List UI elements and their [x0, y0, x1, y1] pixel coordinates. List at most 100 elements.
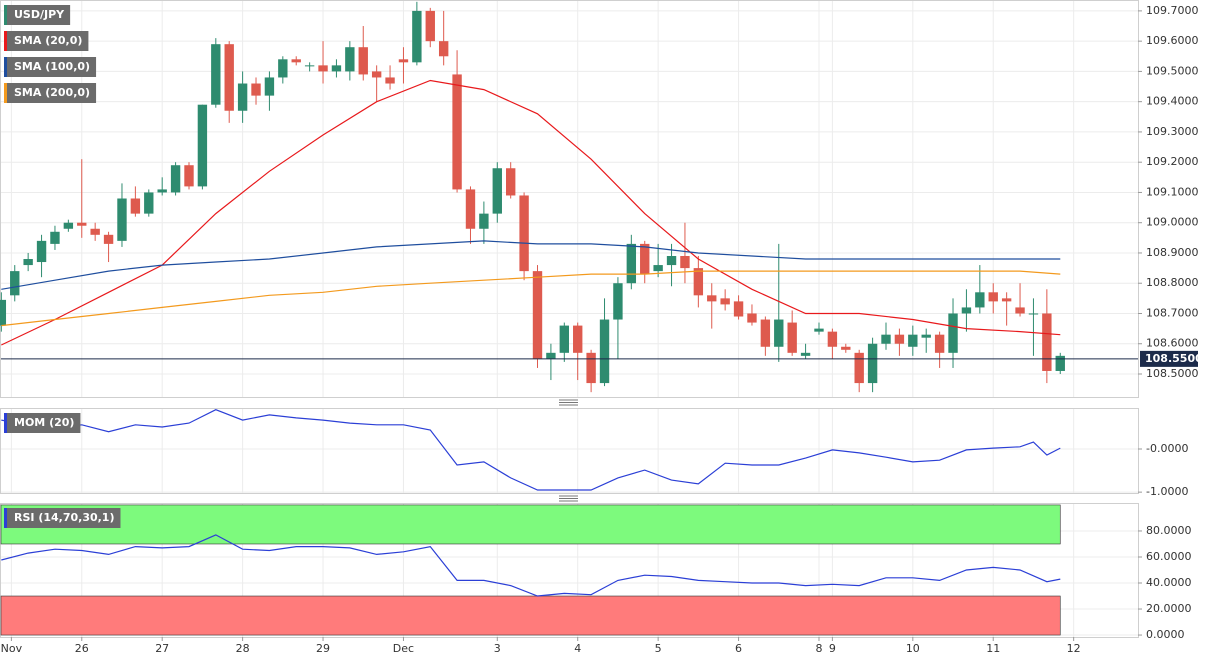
legend-item: MOM (20) [4, 413, 81, 433]
y-tick-label: 20.0000 [1146, 602, 1192, 615]
candle-body [532, 271, 543, 359]
candle-body [90, 228, 100, 235]
candle-body [733, 301, 744, 317]
legend-item: SMA (200,0) [4, 83, 97, 103]
x-tick-label: 11 [986, 642, 1000, 655]
candle-body [573, 325, 583, 353]
candle-body [291, 59, 301, 63]
candle-body [10, 271, 20, 296]
band [0, 595, 1061, 636]
candle-body [36, 240, 47, 263]
legend-swatch [4, 508, 7, 528]
candle-body [50, 231, 60, 244]
legend-label: SMA (20,0) [14, 34, 82, 47]
panel [0, 0, 1139, 398]
candle-body [774, 319, 784, 347]
candle-body [479, 213, 489, 229]
candle-body [117, 198, 127, 241]
y-tick-label: 109.2000 [1146, 155, 1199, 168]
x-tick-label: 27 [155, 642, 169, 655]
x-tick-label: 26 [75, 642, 89, 655]
y-tick-label: -1.0000 [1146, 485, 1188, 498]
legend-box [4, 413, 81, 433]
candle-body [197, 104, 208, 187]
legend-label: RSI (14,70,30,1) [14, 511, 114, 524]
series-line [1, 534, 1061, 597]
candle-body [318, 65, 328, 72]
panel [0, 408, 1139, 494]
grip [559, 399, 578, 502]
candle-body [1001, 298, 1012, 302]
candle-body [358, 47, 368, 75]
candle-body [1055, 355, 1065, 371]
candle-body [599, 319, 610, 384]
candle-body [345, 47, 355, 72]
candle-body [707, 295, 717, 302]
y-tick-label: 108.9000 [1146, 246, 1199, 259]
series-line [1, 240, 1061, 290]
series-line [1, 409, 1061, 491]
candle-body [894, 334, 905, 344]
candle-body [921, 334, 931, 338]
candle-body [304, 65, 315, 67]
candle-body [23, 259, 33, 266]
candle-body [666, 255, 677, 266]
candle-body [961, 307, 972, 314]
y-tick-label: 108.6000 [1146, 337, 1199, 350]
candle-body [586, 352, 596, 384]
candle-body [559, 325, 569, 353]
candle-body [0, 299, 7, 326]
candle-body [385, 77, 395, 84]
x-tick-label: 12 [1067, 642, 1081, 655]
legend-swatch [4, 57, 7, 77]
candle-body [211, 44, 221, 105]
y-tick-label: -0.0000 [1146, 442, 1188, 455]
candle-body [680, 255, 690, 269]
legend-box [4, 508, 121, 528]
candle-body [331, 65, 342, 72]
x-tick-label: Dec [393, 642, 414, 655]
candle-body [867, 343, 878, 384]
y-tick-label: 108.8000 [1146, 276, 1199, 289]
candle-body [492, 168, 502, 214]
candle-body [787, 322, 797, 353]
last-price-box [1140, 350, 1198, 367]
x-tick-label: 10 [906, 642, 920, 655]
band [0, 504, 1061, 545]
candle-body [77, 222, 87, 226]
x-tick-label: 4 [574, 642, 581, 655]
candle-body [800, 352, 811, 356]
legend-swatch [4, 5, 7, 25]
y-tick-label: 109.0000 [1146, 216, 1199, 229]
series-line [1, 79, 1061, 346]
candle-body [264, 77, 275, 96]
legend-box [4, 57, 97, 77]
legend-box [4, 31, 89, 51]
y-tick-label: 109.6000 [1146, 34, 1199, 47]
candle-body [626, 243, 637, 284]
legend-box [4, 83, 97, 103]
legend-label: SMA (100,0) [14, 60, 90, 73]
candle-body [934, 334, 945, 353]
y-tick-label: 60.0000 [1146, 550, 1192, 563]
y-tick-label: 40.0000 [1146, 576, 1192, 589]
legend-label: MOM (20) [14, 416, 74, 429]
candle-body [144, 192, 154, 214]
candle-body [747, 313, 757, 323]
candle-body [1042, 313, 1052, 371]
y-tick-label: 109.7000 [1146, 4, 1199, 17]
candle-body [425, 10, 435, 42]
legend-box [4, 5, 71, 25]
y-tick-label: 108.5000 [1146, 367, 1199, 380]
y-tick-label: 108.7000 [1146, 306, 1199, 319]
last-price-label: 108.5500 [1145, 352, 1203, 365]
candle-body [653, 265, 663, 272]
candle-body [278, 59, 288, 78]
candle-body [827, 331, 838, 347]
legend-swatch [4, 413, 7, 433]
candle-body [130, 198, 141, 214]
candle-body [465, 189, 476, 229]
y-tick-label: 109.4000 [1146, 95, 1199, 108]
x-tick-label: 3 [494, 642, 501, 655]
